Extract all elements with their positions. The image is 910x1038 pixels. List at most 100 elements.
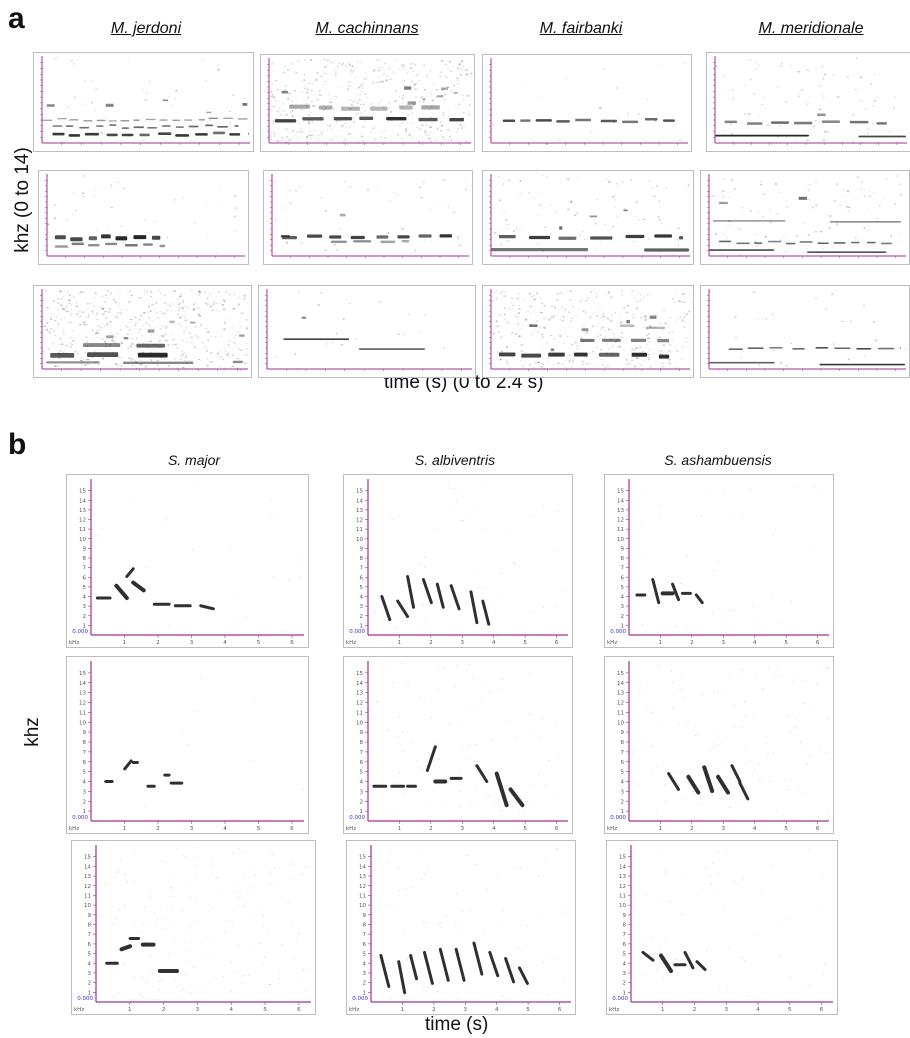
noise-speck <box>627 112 629 114</box>
noise-speck <box>567 243 569 245</box>
noise-speck <box>755 68 758 71</box>
syllable-mark <box>770 121 789 124</box>
syllable-mark <box>702 765 715 793</box>
y-tick-label: 7 <box>623 932 627 938</box>
noise-speck <box>57 323 59 326</box>
noise-speck <box>649 326 652 328</box>
noise-speck <box>456 934 459 935</box>
noise-speck <box>178 323 180 325</box>
noise-speck <box>108 311 111 313</box>
noise-speck <box>439 75 442 78</box>
syllable-mark <box>105 103 114 107</box>
noise-speck <box>401 106 404 108</box>
noise-speck <box>223 299 226 301</box>
noise-speck <box>387 730 390 731</box>
noise-speck <box>859 76 862 79</box>
noise-speck <box>793 120 796 122</box>
noise-speck <box>488 795 491 797</box>
noise-speck <box>66 310 68 312</box>
noise-speck <box>362 126 365 128</box>
unit-label: kHz <box>346 826 356 832</box>
noise-speck <box>65 344 69 347</box>
noise-speck <box>512 304 515 306</box>
noise-speck <box>218 351 221 353</box>
noise-speck <box>422 986 424 988</box>
noise-speck <box>177 848 179 850</box>
noise-speck <box>679 508 681 510</box>
syllable-mark <box>302 117 324 121</box>
noise-speck <box>520 80 523 82</box>
noise-speck <box>866 132 869 134</box>
noise-speck <box>395 627 398 629</box>
noise-speck <box>183 329 185 331</box>
noise-speck <box>683 301 686 303</box>
noise-speck <box>532 976 534 978</box>
noise-speck <box>835 249 837 251</box>
noise-speck <box>500 574 502 575</box>
noise-speck <box>319 90 321 92</box>
x-tick-label: 4 <box>229 1007 233 1013</box>
noise-speck <box>634 297 636 299</box>
noise-speck <box>164 327 167 329</box>
noise-speck <box>570 343 573 345</box>
noise-speck <box>411 102 415 104</box>
noise-speck <box>666 970 669 971</box>
syllable-mark <box>649 315 657 319</box>
y-tick-label: 9 <box>623 913 627 919</box>
noise-speck <box>386 75 388 77</box>
noise-speck <box>658 350 661 352</box>
noise-speck <box>547 994 549 996</box>
noise-speck <box>284 872 286 874</box>
syllable-mark <box>488 950 500 978</box>
noise-speck <box>873 191 875 193</box>
syllable-mark <box>139 133 150 137</box>
x-tick-label: 3 <box>722 826 726 832</box>
noise-speck <box>499 358 502 361</box>
noise-speck <box>533 366 535 369</box>
noise-speck <box>493 332 495 334</box>
noise-speck <box>661 366 664 368</box>
y-tick-label: 10 <box>79 720 86 726</box>
syllable-mark <box>900 347 902 349</box>
noise-speck <box>540 297 542 300</box>
y-tick-label: 3 <box>623 971 627 977</box>
noise-speck <box>545 785 547 786</box>
noise-speck <box>283 90 285 92</box>
noise-speck <box>205 327 208 329</box>
noise-speck <box>335 72 337 74</box>
noise-speck <box>401 97 404 99</box>
noise-speck <box>245 319 249 321</box>
noise-speck <box>646 294 649 297</box>
noise-speck <box>334 69 337 71</box>
noise-speck <box>375 715 377 717</box>
noise-speck <box>655 969 658 971</box>
noise-speck <box>240 312 244 314</box>
syllable-mark <box>694 593 704 605</box>
syllable-mark <box>695 960 707 971</box>
noise-speck <box>307 89 310 91</box>
noise-speck <box>832 343 835 345</box>
noise-speck <box>469 73 473 75</box>
y-tick-label: 12 <box>617 518 624 524</box>
noise-speck <box>868 230 870 232</box>
noise-speck <box>271 63 273 65</box>
spectrogram-a-r3-c1 <box>33 285 252 378</box>
noise-speck <box>506 482 508 484</box>
syllable-mark <box>133 235 147 240</box>
noise-speck <box>47 321 49 324</box>
noise-speck <box>360 135 363 138</box>
noise-speck <box>716 851 719 852</box>
noise-speck <box>628 362 631 365</box>
syllable-mark <box>379 954 391 988</box>
noise-speck <box>398 894 400 896</box>
syllable-mark <box>333 116 352 121</box>
noise-speck <box>125 309 128 311</box>
noise-speck <box>342 62 344 64</box>
noise-speck <box>118 303 120 305</box>
syllable-mark <box>651 578 661 605</box>
noise-speck <box>616 87 618 89</box>
noise-speck <box>288 578 291 580</box>
noise-speck <box>457 128 459 130</box>
noise-speck <box>772 533 774 535</box>
noise-speck <box>458 103 461 106</box>
